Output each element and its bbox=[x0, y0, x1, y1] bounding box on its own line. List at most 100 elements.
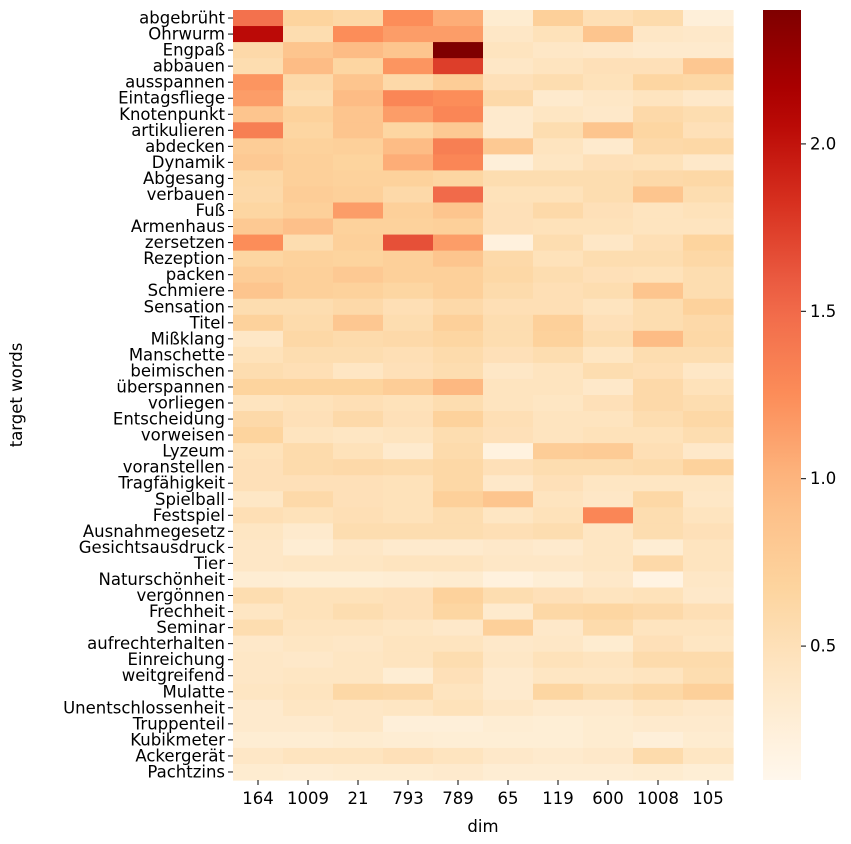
heatmap-cell bbox=[683, 330, 734, 348]
heatmap-cell bbox=[233, 362, 284, 380]
y-tick-label: Mißklang bbox=[151, 329, 225, 348]
heatmap-cell bbox=[283, 683, 334, 701]
heatmap-cell bbox=[433, 683, 484, 701]
heatmap-cell bbox=[233, 459, 284, 476]
heatmap-cell bbox=[683, 459, 734, 476]
heatmap-cell bbox=[583, 218, 634, 236]
heatmap-cell bbox=[383, 555, 434, 573]
heatmap-cell bbox=[283, 395, 334, 412]
heatmap-cell bbox=[333, 491, 384, 508]
x-tick-label: 1008 bbox=[637, 789, 679, 808]
heatmap-cell bbox=[533, 234, 584, 252]
heatmap-cell bbox=[633, 651, 684, 669]
heatmap-cell bbox=[433, 459, 484, 476]
heatmap-cell bbox=[383, 587, 434, 605]
heatmap-cell bbox=[283, 539, 334, 557]
heatmap-cell bbox=[483, 443, 534, 460]
heatmap-cell bbox=[283, 699, 334, 717]
y-tick-label: packen bbox=[166, 265, 225, 284]
heatmap-cell bbox=[633, 507, 684, 524]
heatmap-cell bbox=[583, 539, 634, 557]
heatmap-cell bbox=[483, 250, 534, 268]
heatmap-cell bbox=[533, 122, 584, 139]
heatmap-cell bbox=[433, 186, 484, 204]
heatmap-cell bbox=[483, 10, 534, 27]
heatmap-cell bbox=[533, 90, 584, 107]
heatmap-cell bbox=[333, 683, 384, 701]
y-tick-label: Engpaß bbox=[163, 41, 225, 60]
heatmap-cell bbox=[683, 250, 734, 268]
heatmap-cell bbox=[533, 747, 584, 765]
heatmap-cell bbox=[333, 731, 384, 749]
heatmap-cell bbox=[633, 427, 684, 444]
heatmap-cell bbox=[433, 282, 484, 300]
heatmap-cell bbox=[333, 42, 384, 59]
heatmap-cell bbox=[533, 443, 584, 460]
heatmap-cell bbox=[483, 539, 534, 557]
heatmap-cell bbox=[583, 122, 634, 139]
heatmap-cell bbox=[383, 395, 434, 412]
heatmap-cell bbox=[433, 58, 484, 75]
heatmap-cell bbox=[583, 170, 634, 188]
heatmap-cell bbox=[583, 202, 634, 220]
heatmap-cell bbox=[333, 715, 384, 733]
heatmap-cell bbox=[383, 314, 434, 332]
heatmap-cell bbox=[533, 603, 584, 621]
heatmap-cell bbox=[233, 395, 284, 412]
heatmap-cell bbox=[483, 186, 534, 204]
heatmap-cell bbox=[233, 731, 284, 749]
heatmap-cell bbox=[683, 266, 734, 284]
heatmap-cell bbox=[383, 683, 434, 701]
heatmap-cell bbox=[333, 411, 384, 428]
heatmap-cell bbox=[583, 731, 634, 749]
heatmap-cell bbox=[683, 90, 734, 107]
heatmap-cell bbox=[283, 378, 334, 396]
heatmap-cell bbox=[333, 523, 384, 540]
heatmap-cell bbox=[683, 58, 734, 75]
heatmap-cell bbox=[383, 154, 434, 172]
heatmap-cell bbox=[633, 186, 684, 204]
heatmap-cell bbox=[333, 234, 384, 252]
heatmap-cell bbox=[233, 523, 284, 540]
heatmap-cell bbox=[333, 218, 384, 236]
heatmap-cell bbox=[483, 395, 534, 412]
heatmap-cell bbox=[433, 699, 484, 717]
heatmap-cell bbox=[283, 715, 334, 733]
heatmap-cell bbox=[683, 106, 734, 123]
heatmap-cell bbox=[483, 90, 534, 107]
heatmap-cell bbox=[333, 667, 384, 685]
heatmap-cell bbox=[283, 250, 334, 268]
heatmap-cell bbox=[683, 298, 734, 316]
heatmap-cell bbox=[683, 539, 734, 557]
heatmap-cell bbox=[383, 459, 434, 476]
heatmap-cell bbox=[483, 507, 534, 524]
heatmap-cell bbox=[483, 234, 534, 252]
heatmap-cell bbox=[233, 507, 284, 524]
heatmap-cell bbox=[283, 138, 334, 155]
heatmap-cell bbox=[683, 378, 734, 396]
heatmap-cell bbox=[433, 619, 484, 637]
heatmap-cell bbox=[683, 154, 734, 172]
heatmap-cell bbox=[383, 763, 434, 781]
heatmap-cell bbox=[583, 603, 634, 621]
heatmap-cell bbox=[633, 571, 684, 589]
heatmap-cell bbox=[233, 411, 284, 428]
heatmap-cell bbox=[233, 186, 284, 204]
heatmap-cell bbox=[583, 298, 634, 316]
heatmap-cell bbox=[633, 282, 684, 300]
heatmap-cell bbox=[633, 731, 684, 749]
heatmap-cell bbox=[483, 715, 534, 733]
heatmap-cell bbox=[283, 475, 334, 492]
heatmap-cell bbox=[483, 202, 534, 220]
heatmap-cell bbox=[683, 571, 734, 589]
colorbar-ticks: 0.5 1.0 1.5 2.0 bbox=[801, 134, 836, 656]
heatmap-cell bbox=[383, 635, 434, 653]
heatmap-cell bbox=[283, 507, 334, 524]
heatmap-cell bbox=[433, 539, 484, 557]
heatmap-cell bbox=[683, 234, 734, 252]
colorbar-tick-label: 1.5 bbox=[810, 302, 836, 321]
heatmap-cell bbox=[333, 507, 384, 524]
heatmap-cell bbox=[583, 330, 634, 348]
heatmap-cell bbox=[533, 42, 584, 59]
x-axis-title: dim bbox=[467, 817, 498, 836]
